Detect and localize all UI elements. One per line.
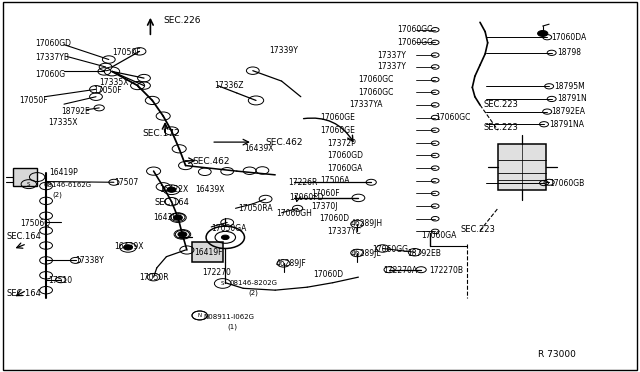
Text: 17060FD: 17060FD — [289, 193, 324, 202]
Text: 17337YA: 17337YA — [349, 100, 382, 109]
Text: 17337YC: 17337YC — [328, 227, 362, 236]
Text: 17335X: 17335X — [48, 118, 77, 126]
Circle shape — [167, 187, 176, 192]
Circle shape — [538, 31, 548, 36]
Text: 17050RA: 17050RA — [238, 204, 273, 213]
Text: 17336Z: 17336Z — [214, 81, 244, 90]
Text: 16419P: 16419P — [49, 168, 78, 177]
Text: 16419F: 16419F — [195, 248, 223, 257]
Text: SEC.462: SEC.462 — [266, 138, 303, 147]
Text: 172270B: 172270B — [429, 266, 463, 275]
Text: 17060G: 17060G — [35, 70, 65, 79]
Text: 17060GA: 17060GA — [328, 164, 363, 173]
Text: 172270: 172270 — [202, 268, 231, 277]
Text: 16439X: 16439X — [244, 144, 274, 153]
Text: 18791N: 18791N — [557, 94, 586, 103]
Circle shape — [124, 245, 132, 250]
Text: 17060GD: 17060GD — [35, 39, 71, 48]
Text: 17060GE: 17060GE — [320, 126, 355, 135]
Circle shape — [178, 232, 187, 237]
Text: 46289JF: 46289JF — [275, 259, 306, 268]
Bar — [498, 144, 546, 190]
Text: (1): (1) — [228, 323, 238, 330]
Text: 18798: 18798 — [557, 48, 581, 57]
Text: R 73000: R 73000 — [538, 350, 575, 359]
Text: SEC.462: SEC.462 — [192, 157, 230, 166]
Text: 17060GC: 17060GC — [358, 88, 394, 97]
Text: 17338Y: 17338Y — [76, 256, 104, 265]
Text: 18791NA: 18791NA — [549, 120, 584, 129]
Text: 18792EB: 18792EB — [407, 249, 441, 258]
Text: 17339Y: 17339Y — [269, 46, 298, 55]
Text: S: S — [221, 281, 225, 286]
Text: 17050F: 17050F — [19, 96, 48, 105]
Text: 17060D: 17060D — [319, 214, 349, 223]
Text: 17335X: 17335X — [99, 78, 129, 87]
Text: SEC.223: SEC.223 — [483, 123, 518, 132]
Text: 17506Q: 17506Q — [20, 219, 51, 228]
Text: SEC.164: SEC.164 — [6, 232, 41, 241]
Text: SEC.223: SEC.223 — [461, 225, 495, 234]
Text: 17060GG: 17060GG — [372, 245, 408, 254]
Text: 17060GD: 17060GD — [328, 151, 364, 160]
Text: 18792EA: 18792EA — [552, 107, 586, 116]
Text: 17370J: 17370J — [311, 202, 337, 211]
Text: 17050F: 17050F — [112, 48, 141, 57]
Bar — [192, 242, 223, 262]
Text: SEC.172: SEC.172 — [142, 129, 180, 138]
Text: 18795M: 18795M — [554, 82, 585, 91]
Text: 17060GE: 17060GE — [320, 113, 355, 122]
Text: 17060GC: 17060GC — [397, 38, 432, 47]
Text: 16439X: 16439X — [195, 185, 225, 194]
Text: N08911-I062G: N08911-I062G — [204, 314, 255, 320]
Text: (2): (2) — [248, 290, 258, 296]
Text: 172270A: 172270A — [383, 266, 417, 275]
Text: 17337Y: 17337Y — [378, 62, 406, 71]
Text: 08146-6162G: 08146-6162G — [44, 182, 92, 187]
Text: 17060GC: 17060GC — [435, 113, 470, 122]
Text: 16439X: 16439X — [114, 242, 143, 251]
Text: N: N — [198, 313, 202, 318]
Text: 17226R: 17226R — [288, 178, 317, 187]
Text: 17050GA: 17050GA — [211, 224, 246, 233]
Text: 17060F: 17060F — [311, 189, 340, 198]
Text: 17060GB: 17060GB — [549, 179, 584, 187]
Text: 17372P: 17372P — [328, 139, 356, 148]
Text: 08146-8202G: 08146-8202G — [229, 280, 277, 286]
Text: 17060GC: 17060GC — [397, 25, 432, 34]
Text: 46289JH: 46289JH — [351, 219, 383, 228]
Text: 16439X: 16439X — [154, 213, 183, 222]
Text: 17060GH: 17060GH — [276, 209, 312, 218]
Text: 17506A: 17506A — [320, 176, 349, 185]
Circle shape — [221, 235, 229, 240]
Text: SEC.164: SEC.164 — [6, 289, 41, 298]
Text: 17050F: 17050F — [93, 86, 122, 95]
Text: 46289JL: 46289JL — [351, 249, 381, 258]
Text: 17507: 17507 — [114, 178, 138, 187]
Text: 17060DA: 17060DA — [552, 33, 587, 42]
Text: 17060GA: 17060GA — [421, 231, 456, 240]
Text: SEC.223: SEC.223 — [483, 100, 518, 109]
Bar — [13, 168, 37, 186]
Text: 17510: 17510 — [48, 276, 72, 285]
Text: 17060GC: 17060GC — [358, 75, 394, 84]
Text: 17337Y: 17337Y — [378, 51, 406, 60]
Text: S: S — [27, 182, 31, 187]
Text: 17050R: 17050R — [140, 273, 169, 282]
Text: 16422X: 16422X — [159, 185, 188, 194]
Text: SEC.226: SEC.226 — [163, 16, 201, 25]
Text: 17337YB: 17337YB — [35, 53, 69, 62]
Text: (2): (2) — [52, 191, 62, 198]
Text: 17060D: 17060D — [314, 270, 344, 279]
Circle shape — [173, 215, 182, 220]
Text: 18792E: 18792E — [61, 107, 90, 116]
Text: SEC.164: SEC.164 — [155, 198, 189, 207]
